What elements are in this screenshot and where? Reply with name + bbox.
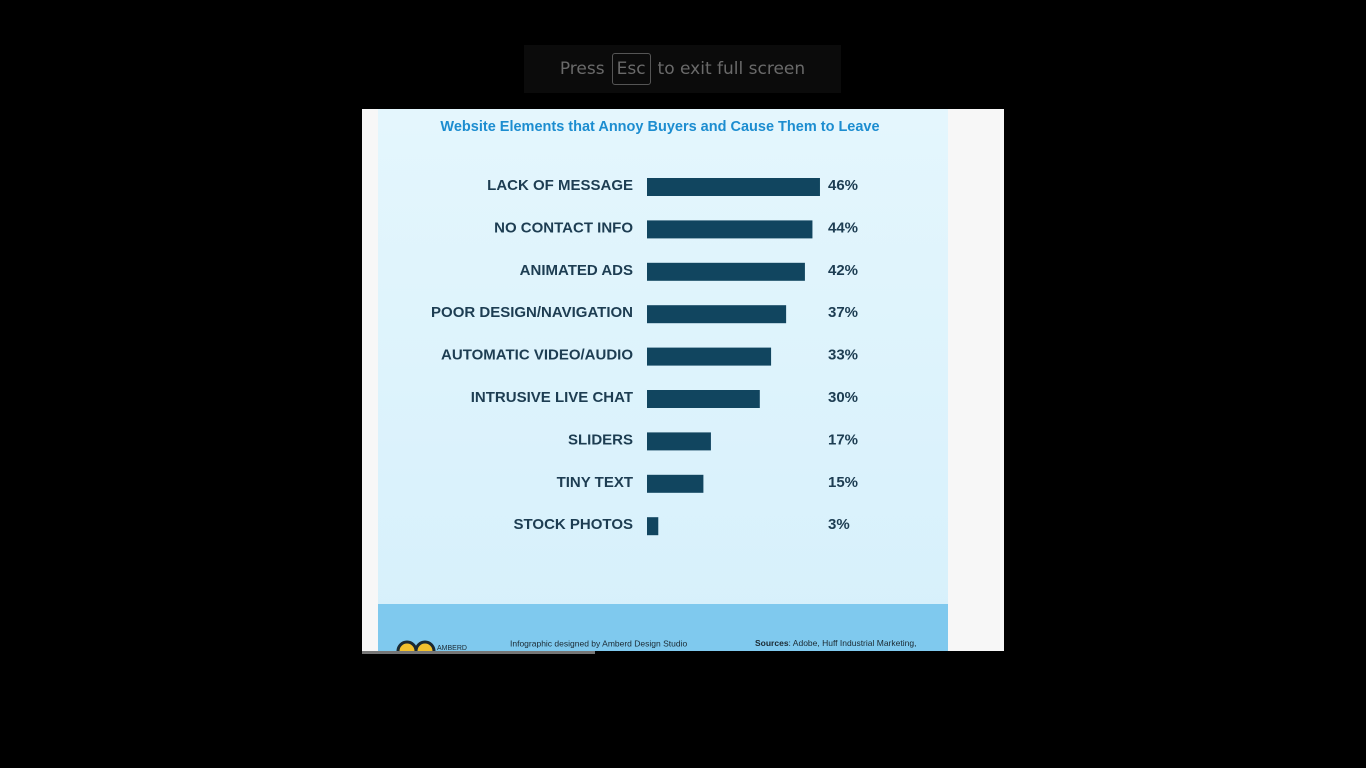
bar (647, 178, 820, 196)
bar (647, 347, 772, 366)
bar (647, 390, 760, 408)
notice-text: to exit full screen (657, 59, 806, 79)
footer-band (378, 604, 948, 651)
chart-title: Website Elements that Annoy Buyers and C… (440, 119, 879, 135)
bar (647, 474, 704, 493)
category-label: TINY TEXT (557, 474, 633, 491)
value-label: 37% (828, 304, 858, 321)
category-label: INTRUSIVE LIVE CHAT (471, 389, 633, 406)
category-label: LACK OF MESSAGE (487, 177, 633, 194)
panel (378, 109, 948, 651)
bar (647, 432, 711, 451)
credit: Infographic designed by Amberd Design St… (510, 638, 687, 648)
value-label: 33% (828, 347, 858, 364)
category-label: NO CONTACT INFO (494, 219, 633, 236)
bar (647, 517, 659, 536)
value-label: 44% (828, 219, 858, 236)
logo-mark (396, 640, 436, 652)
category-label: STOCK PHOTOS (514, 516, 633, 533)
category-label: AUTOMATIC VIDEO/AUDIO (441, 347, 633, 364)
sources-text: : Adobe, Huff Industrial Marketing, (789, 638, 917, 648)
notice-text: Press (559, 59, 605, 79)
value-label: 17% (828, 431, 858, 448)
category-label: SLIDERS (568, 431, 633, 448)
sources: Sources: Adobe, Huff Industrial Marketin… (755, 638, 916, 648)
value-label: 3% (828, 516, 850, 533)
category-label: POOR DESIGN/NAVIGATION (431, 304, 633, 321)
bar (647, 305, 787, 324)
fullscreen-notice: Press Esc to exit full screen (524, 45, 841, 93)
bar (647, 262, 805, 281)
bar (647, 220, 813, 239)
sources-label: Sources (755, 638, 789, 648)
value-label: 15% (828, 474, 858, 491)
value-label: 42% (828, 262, 858, 279)
value-label: 46% (828, 177, 858, 194)
logo-text: AMBERD (437, 645, 467, 652)
esc-key: Esc (611, 53, 651, 85)
category-label: ANIMATED ADS (520, 262, 633, 279)
value-label: 30% (828, 389, 858, 406)
progress (362, 651, 595, 654)
